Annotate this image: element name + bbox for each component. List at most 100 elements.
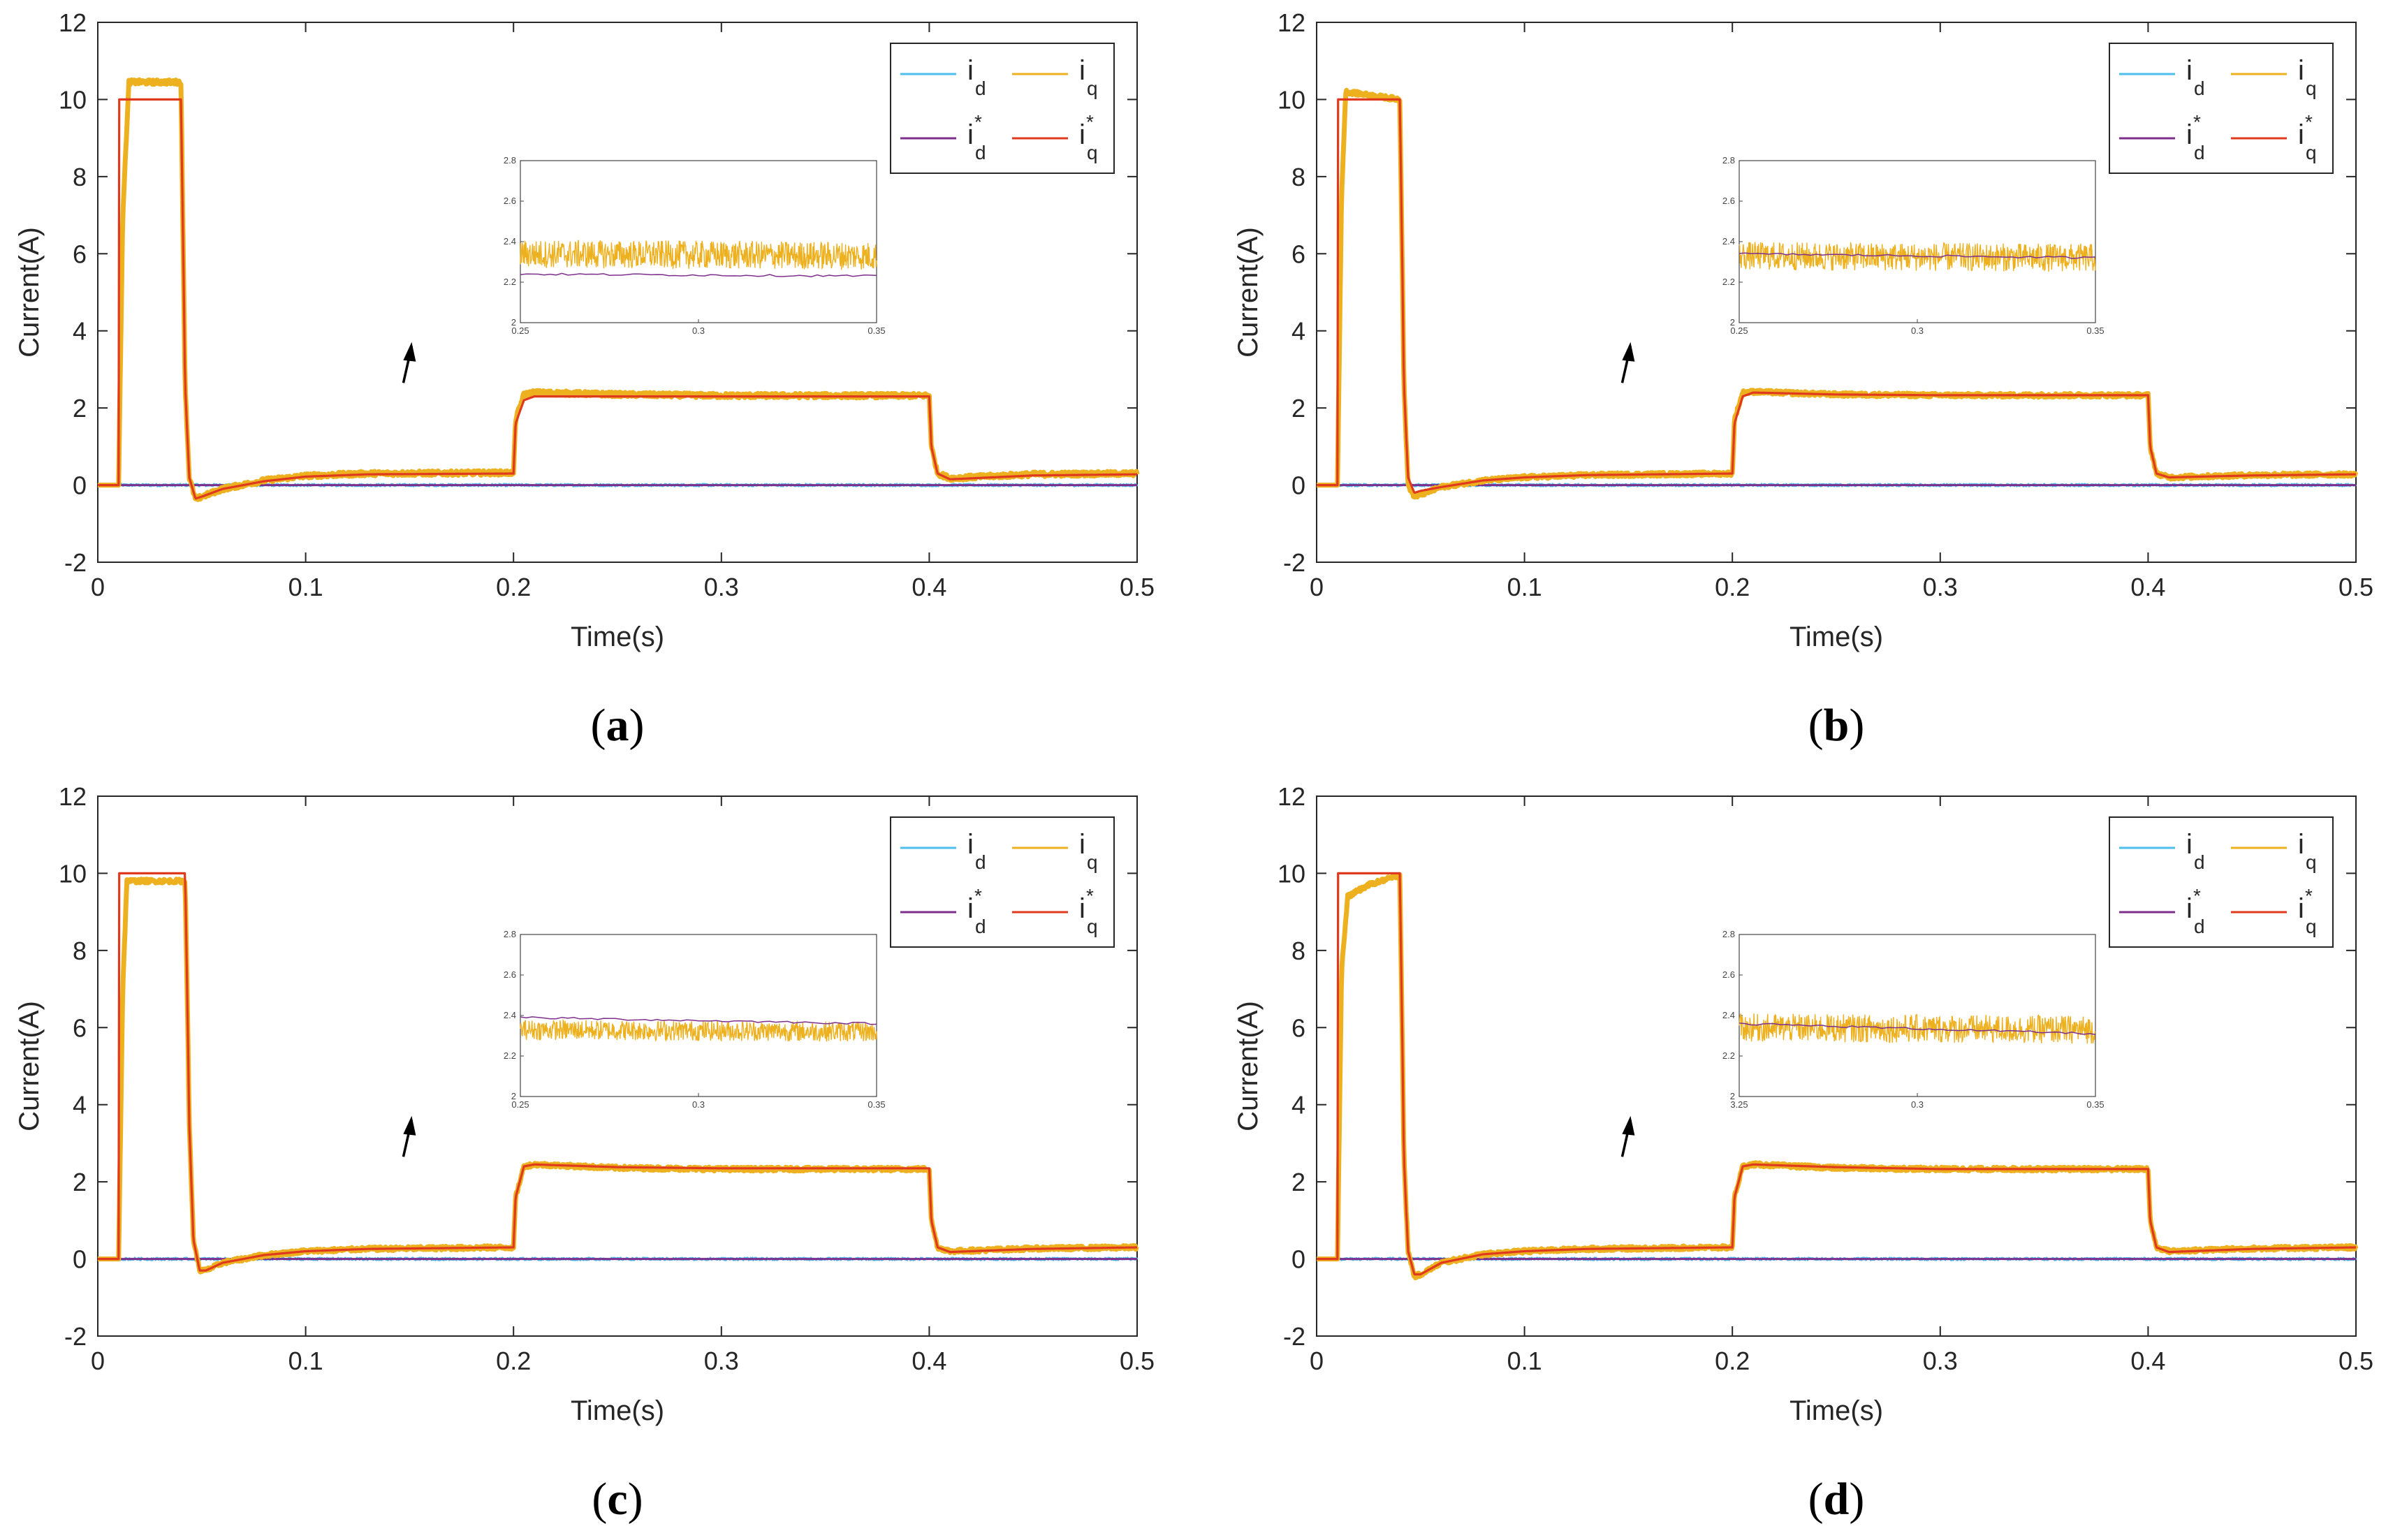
- y-tick-label: 2: [73, 1168, 87, 1196]
- y-tick-label: 4: [73, 1091, 87, 1120]
- x-tick-label: 0.2: [1715, 1347, 1750, 1375]
- x-tick-label: 0.1: [288, 1347, 323, 1375]
- series-iq_ref: [97, 98, 1138, 500]
- panel-caption: (c): [592, 1474, 643, 1525]
- inset-x-tick-label: 0.35: [868, 325, 885, 336]
- caption-paren: (: [1808, 1474, 1824, 1525]
- inset-y-tick-label: 2.2: [1722, 277, 1735, 287]
- legend-sub: d: [2194, 916, 2205, 937]
- y-tick-label: 0: [1291, 1245, 1305, 1274]
- y-tick-label: -2: [64, 548, 87, 577]
- y-tick-label: 10: [1278, 85, 1305, 114]
- x-axis-label: Time(s): [1790, 1395, 1883, 1426]
- caption-paren: ): [1849, 700, 1864, 751]
- legend-symbol: i: [2186, 55, 2193, 86]
- inset-y-tick-label: 2.6: [504, 196, 516, 206]
- x-tick-label: 0.4: [912, 573, 946, 601]
- inset-series-iq: [1739, 1013, 2096, 1044]
- series-iq_ref: [97, 872, 1138, 1272]
- x-axis-label: Time(s): [1790, 622, 1883, 652]
- inset-x-tick-label: 0.25: [1730, 325, 1748, 336]
- y-axis-label: Current(A): [14, 227, 45, 358]
- inset-area: [520, 160, 877, 323]
- y-tick-label: 12: [59, 8, 87, 37]
- inset-area: [1739, 160, 2096, 323]
- legend-symbol: i: [1079, 55, 1085, 86]
- y-tick-label: 6: [1291, 240, 1305, 268]
- y-tick-label: 0: [1291, 471, 1305, 500]
- legend-sub: d: [975, 851, 986, 873]
- series-iq_ref: [1316, 98, 2357, 494]
- caption-letter: a: [606, 700, 629, 751]
- inset-series-iq: [520, 1018, 877, 1043]
- legend-box: [890, 816, 1115, 948]
- legend-sub: d: [2194, 78, 2205, 99]
- inset-y-tick-label: 2.8: [504, 929, 516, 939]
- panel-b: 0 0.1 0.2 0.3 0.4 0.5-2024681012Time(s)Curren…: [1233, 8, 2373, 751]
- legend-sup: *: [2193, 111, 2201, 133]
- legend-symbol: i: [2186, 119, 2193, 150]
- caption-letter: b: [1824, 700, 1850, 751]
- caption-letter: c: [607, 1474, 627, 1525]
- inset-y-tick-label: 2.4: [504, 1010, 516, 1020]
- inset-series-ref: [1739, 1022, 2096, 1035]
- inset-y-tick-label: 2.6: [1722, 196, 1735, 206]
- series-iq: [96, 77, 1140, 502]
- inset-y-tick-label: 2.6: [1722, 969, 1735, 980]
- panel-caption: (a): [591, 700, 645, 751]
- x-tick-label: 0: [91, 1347, 105, 1375]
- y-axis-label: Current(A): [1233, 1001, 1264, 1131]
- x-tick-label: 0.3: [1923, 1347, 1958, 1375]
- legend-sub: q: [1087, 851, 1098, 873]
- inset-y-tick-label: 2.4: [1722, 236, 1735, 247]
- panel-c: 0 0.1 0.2 0.3 0.4 0.5-2024681012Time(s)Curren…: [14, 782, 1155, 1525]
- inset-y-tick-label: 2.8: [1722, 929, 1735, 939]
- legend-sub: q: [1087, 142, 1098, 163]
- legend-box: [2109, 43, 2334, 174]
- legend-sup: *: [2305, 885, 2313, 907]
- inset-series-ref: [520, 1016, 877, 1025]
- legend-sub: d: [2194, 851, 2205, 873]
- y-tick-label: -2: [64, 1322, 87, 1351]
- inset-series-iq: [1739, 242, 2096, 272]
- legend-symbol: i: [967, 119, 974, 150]
- x-axis-label: Time(s): [571, 622, 664, 652]
- y-axis-label: Current(A): [14, 1001, 45, 1131]
- x-tick-label: 0.5: [2339, 1347, 2373, 1375]
- y-tick-label: 8: [1291, 937, 1305, 965]
- y-tick-label: 6: [1291, 1013, 1305, 1042]
- caption-letter: d: [1824, 1474, 1850, 1525]
- y-tick-label: 12: [59, 782, 87, 811]
- caption-paren: ): [629, 700, 645, 751]
- inset-x-tick-label: 0.25: [511, 325, 529, 336]
- legend-sup: *: [974, 111, 982, 133]
- legend-sup: *: [2193, 885, 2201, 907]
- y-tick-label: -2: [1283, 548, 1305, 577]
- y-tick-label: 2: [73, 394, 87, 423]
- x-tick-label: 0.5: [1120, 1347, 1155, 1375]
- inset-area: [520, 934, 877, 1097]
- inset-x-tick-label: 0.3: [692, 325, 705, 336]
- inset-x-tick-label: 0.3: [1911, 325, 1924, 336]
- inset-x-tick-label: 0.25: [511, 1099, 529, 1110]
- x-tick-label: 0.2: [1715, 573, 1750, 601]
- inset-series-ref: [1739, 252, 2096, 259]
- x-tick-label: 0.5: [2339, 573, 2373, 601]
- inset-y-tick-label: 2.2: [1722, 1050, 1735, 1061]
- inset-y-tick-label: 2.4: [504, 236, 516, 247]
- zoom-arrow-head: [1622, 342, 1635, 362]
- y-tick-label: 10: [1278, 859, 1305, 888]
- x-tick-label: 0.3: [704, 573, 739, 601]
- y-tick-label: 10: [59, 859, 87, 888]
- zoom-arrow-head: [403, 1115, 416, 1136]
- y-tick-label: 4: [1291, 1091, 1305, 1120]
- zoom-arrow-head: [1622, 1115, 1635, 1136]
- inset-x-tick-label: 0.35: [2086, 325, 2104, 336]
- panel-caption: (b): [1808, 700, 1865, 751]
- zoom-arrow-head: [403, 342, 416, 362]
- x-tick-label: 0.5: [1120, 573, 1155, 601]
- legend-sub: d: [975, 142, 986, 163]
- legend-sub: d: [975, 78, 986, 99]
- legend-sup: *: [1086, 111, 1094, 133]
- inset-y-tick-label: 2: [1730, 317, 1735, 328]
